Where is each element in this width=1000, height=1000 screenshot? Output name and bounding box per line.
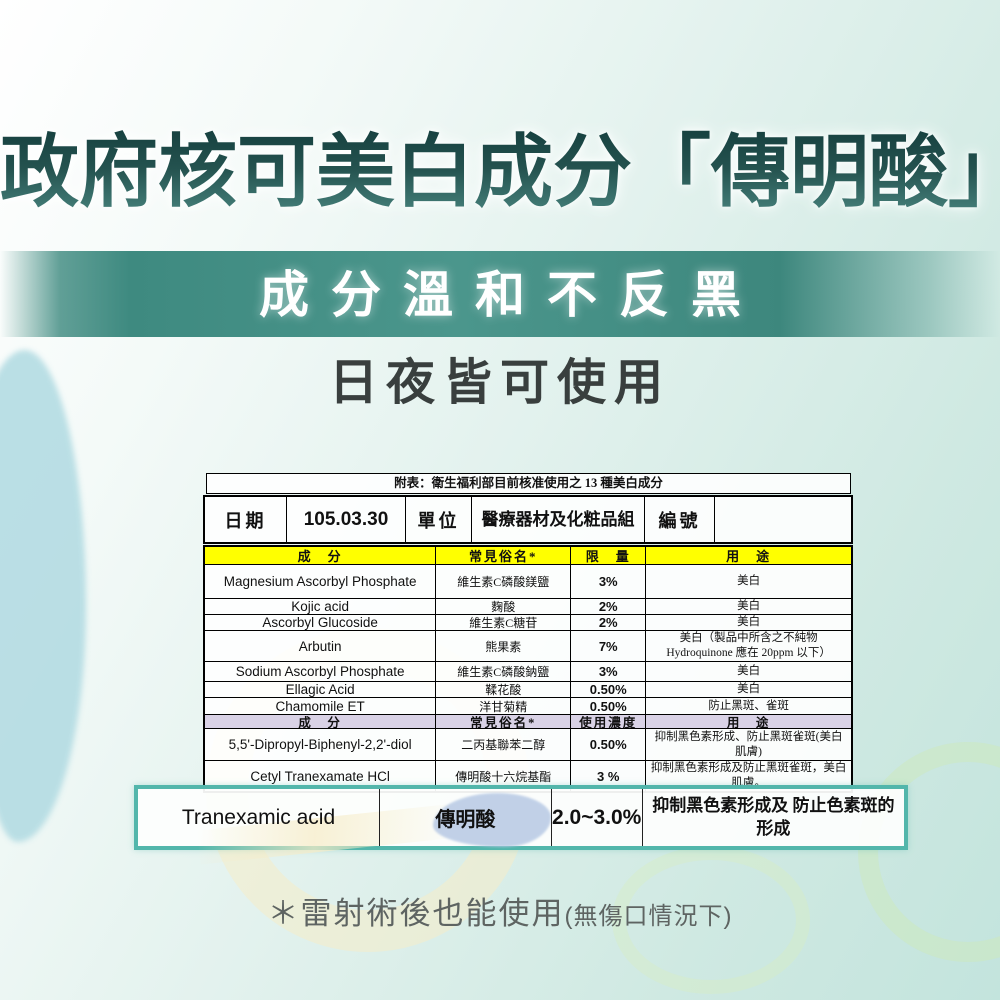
table-cell: 維生素C磷酸鎂鹽 — [436, 565, 572, 598]
table-cell: 常見俗名* — [436, 547, 572, 564]
table-cell: 7% — [571, 631, 647, 661]
table-cell: 常見俗名* — [436, 715, 572, 728]
table-cell: 2% — [571, 599, 647, 614]
table-cell: 美白 — [646, 599, 851, 614]
table-cell: 成 分 — [205, 715, 437, 728]
table-row: Ascorbyl Glucoside 維生素C糖苷 2% 美白 — [205, 615, 851, 631]
table-cell: Arbutin — [205, 631, 437, 661]
table-cell: 二丙基聯苯二醇 — [436, 729, 572, 760]
table-cell: 0.50% — [571, 729, 647, 760]
highlight-ingredient-name: Tranexamic acid — [138, 789, 381, 846]
number-label: 編號 — [645, 497, 715, 542]
table-info-row: 日期 105.03.30 單位 醫療器材及化粧品組 編號 — [203, 495, 853, 544]
table-cell: 2% — [571, 615, 647, 630]
table-row: Arbutin 熊果素 7% 美白（製品中所含之不純物 Hydroquinone 應在… — [205, 631, 851, 662]
date-label: 日期 — [205, 497, 287, 542]
number-value — [715, 497, 851, 542]
highlight-common-name: 傳明酸 — [380, 789, 552, 846]
table-cell: Ellagic Acid — [205, 682, 437, 697]
table-header-row: 成 分常見俗名* 使用濃度用 途 — [205, 715, 851, 729]
table-row: Magnesium Ascorbyl Phosphate 維生素C磷酸鎂鹽 3% 美白 — [205, 565, 851, 599]
table-cell: Magnesium Ascorbyl Phosphate — [205, 565, 437, 598]
blue-blob-decoration — [433, 793, 551, 847]
table-cell: 美白 — [646, 565, 851, 598]
table-row: Ellagic Acid 鞣花酸 0.50% 美白 — [205, 682, 851, 698]
table-cell: Sodium Ascorbyl Phosphate — [205, 662, 437, 681]
table-cell: 0.50% — [571, 698, 647, 714]
table-cell: 美白 — [646, 662, 851, 681]
subtitle: 日夜皆可使用 — [328, 355, 671, 410]
page-title: 政府核可美白成分「傳明酸」 — [0, 116, 1000, 232]
table-cell: 成 分 — [205, 547, 437, 564]
ingredient-table: 成 分常見俗名* 限 量用 途 Magnesium Ascorbyl Phospha… — [203, 545, 853, 793]
table-cell: 美白 — [646, 682, 851, 697]
table-cell: 抑制黑色素形成、防止黑斑雀斑(美白肌膚) — [646, 729, 851, 760]
footnote-sub: (無傷口情況下) — [564, 903, 733, 930]
banner-text: 成分溫和不反黑 — [259, 267, 763, 323]
table-cell: 3% — [571, 565, 647, 598]
table-cell: 3% — [571, 662, 647, 681]
table-cell: 限 量 — [571, 547, 647, 564]
table-cell: 維生素C磷酸鈉鹽 — [436, 662, 572, 681]
footnote-main: ＊雷射術後也能使用 — [267, 896, 565, 931]
banner: 成分溫和不反黑 — [0, 251, 1000, 337]
table-cell: 麴酸 — [436, 599, 572, 614]
table-cell: 5,5'-Dipropyl-Biphenyl-2,2'-diol — [205, 729, 437, 760]
highlighted-tranexamic-row: Tranexamic acid 傳明酸 2.0~3.0% 抑制黑色素形成及 防止… — [134, 785, 908, 865]
table-cell: 美白（製品中所含之不純物 Hydroquinone 應在 20ppm 以下） — [646, 631, 851, 661]
watercolor-blob-decoration — [0, 350, 86, 842]
highlight-limit: 2.0~3.0% — [552, 789, 643, 846]
table-cell: 防止黑斑、雀斑 — [646, 698, 851, 714]
table-cell: Ascorbyl Glucoside — [205, 615, 437, 630]
table-row: Kojic acid 麴酸 2% 美白 — [205, 599, 851, 615]
table-header-row: 成 分常見俗名* 限 量用 途 — [205, 547, 851, 565]
table-cell: Chamomile ET — [205, 698, 437, 714]
table-cell: 0.50% — [571, 682, 647, 697]
table-cell: 使用濃度 — [571, 715, 647, 728]
table-row: 5,5'-Dipropyl-Biphenyl-2,2'-diol 二丙基聯苯二醇 0… — [205, 729, 851, 761]
date-value: 105.03.30 — [287, 497, 406, 542]
table-row: Chamomile ET 洋甘菊精 0.50% 防止黑斑、雀斑 — [205, 698, 851, 715]
table-cell: Kojic acid — [205, 599, 437, 614]
unit-value: 醫療器材及化粧品組 — [472, 497, 645, 542]
footnote: ＊雷射術後也能使用(無傷口情況下) — [0, 891, 1000, 937]
highlight-use: 抑制黑色素形成及 防止色素斑的形成 — [652, 795, 895, 838]
unit-label: 單位 — [406, 497, 472, 542]
table-cell: 美白 — [646, 615, 851, 630]
table-cell: 鞣花酸 — [436, 682, 572, 697]
table-cell: 維生素C糖苷 — [436, 615, 572, 630]
table-caption: 附表：衛生福利部目前核准使用之 13 種美白成分 — [206, 473, 851, 494]
table-row: Sodium Ascorbyl Phosphate 維生素C磷酸鈉鹽 3% 美白 — [205, 662, 851, 682]
table-cell: 用 途 — [646, 547, 851, 564]
table-cell: 洋甘菊精 — [436, 698, 572, 714]
table-cell: 用 途 — [646, 715, 851, 728]
table-cell: 熊果素 — [436, 631, 572, 661]
